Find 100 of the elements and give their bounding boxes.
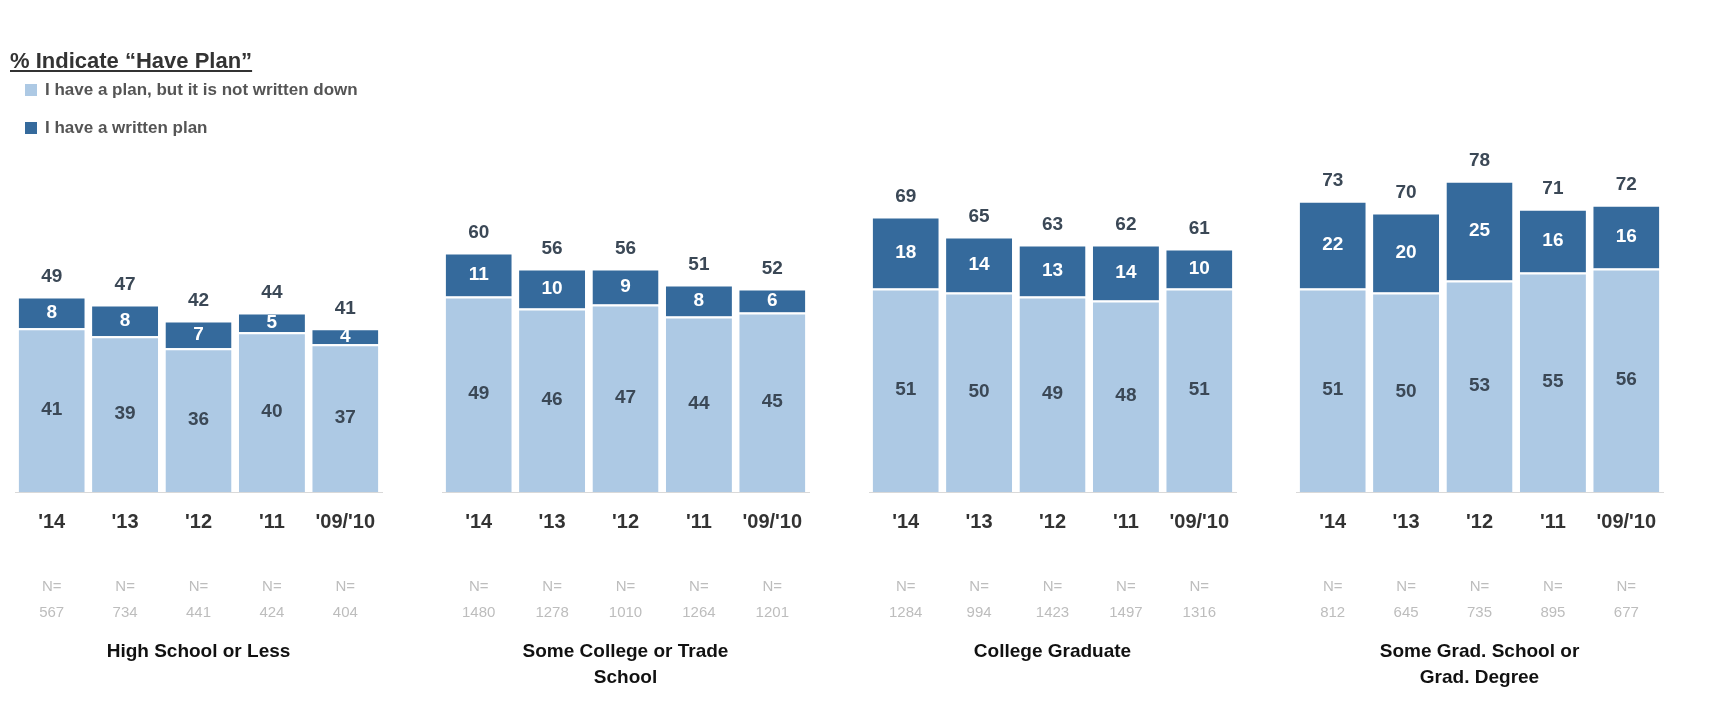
- data-label: 37: [334, 406, 356, 428]
- total-label: 63: [1041, 212, 1064, 234]
- total-label: 49: [41, 264, 63, 286]
- data-label: 36: [187, 408, 210, 430]
- total-label: 56: [541, 236, 563, 258]
- text: N= 734: [112, 577, 138, 621]
- text: N= 1264: [682, 577, 716, 621]
- data-label: 39: [114, 402, 136, 424]
- data-label: 46: [541, 388, 563, 410]
- legend-label: I have a plan, but it is not written down: [45, 79, 358, 99]
- total-label: 44: [261, 280, 283, 302]
- data-label: 50: [1395, 380, 1417, 402]
- total-label: 70: [1395, 180, 1417, 202]
- data-label: 44: [688, 392, 710, 414]
- data-label: 40: [261, 400, 283, 422]
- data-label: 10: [541, 276, 563, 298]
- data-label: 49: [1041, 382, 1064, 404]
- total-label: 42: [187, 288, 210, 310]
- x-tick-label: '12: [611, 509, 640, 532]
- x-tick-label: '11: [258, 509, 285, 532]
- text: N= 1316: [1182, 577, 1216, 621]
- data-label: 18: [895, 240, 917, 262]
- data-label: 50: [968, 380, 990, 402]
- x-tick-label: '13: [965, 509, 993, 532]
- x-tick-label: '12: [184, 509, 213, 532]
- text: N= 994: [966, 577, 992, 621]
- x-tick-label: '14: [465, 509, 494, 532]
- data-label: 14: [1115, 260, 1137, 282]
- text: N= 1010: [608, 577, 643, 621]
- x-tick-label: '11: [1539, 509, 1566, 532]
- data-label: 13: [1041, 258, 1064, 280]
- total-label: 71: [1542, 176, 1564, 198]
- data-label: 22: [1322, 232, 1344, 254]
- total-label: 61: [1188, 216, 1211, 238]
- x-axis-title: Some Grad. School or Grad. Degree: [1379, 640, 1580, 688]
- total-label: 72: [1615, 172, 1637, 194]
- total-label: 47: [114, 272, 136, 294]
- data-label: 49: [468, 382, 490, 404]
- data-label: 47: [614, 386, 637, 408]
- x-tick-label: '14: [892, 509, 921, 532]
- data-label: 7: [193, 322, 204, 344]
- data-label: 14: [968, 252, 991, 274]
- data-label: 11: [468, 262, 490, 284]
- text: N= 1278: [535, 577, 569, 621]
- data-label: 45: [761, 390, 784, 412]
- data-label: 10: [1188, 256, 1210, 278]
- text: N= 1423: [1035, 577, 1070, 621]
- total-label: 69: [895, 184, 917, 206]
- total-label: 51: [688, 252, 710, 274]
- data-label: 48: [1115, 384, 1137, 406]
- text: N= 1284: [889, 577, 923, 621]
- x-tick-label: '14: [1319, 509, 1348, 532]
- data-label: 8: [46, 300, 57, 322]
- text: N= 1497: [1109, 577, 1143, 621]
- data-label: 55: [1542, 370, 1564, 392]
- text: N= 404: [332, 577, 358, 621]
- text: N= 1201: [755, 577, 789, 621]
- x-axis-title: Some College or Trade School: [522, 640, 729, 688]
- text: N= 677: [1613, 577, 1639, 621]
- x-axis-title: High School or Less: [106, 640, 291, 662]
- chart-title: % Indicate “Have Plan”: [10, 48, 253, 74]
- data-label: 51: [895, 378, 917, 400]
- x-tick-label: '12: [1038, 509, 1067, 532]
- legend-label: I have a written plan: [45, 117, 208, 137]
- text: N= 812: [1320, 577, 1346, 621]
- x-tick-label: '12: [1465, 509, 1494, 532]
- text: N= 424: [259, 577, 285, 621]
- x-tick-label: '09/'10: [742, 509, 803, 532]
- text: N= 567: [39, 577, 65, 621]
- data-label: 6: [767, 288, 778, 310]
- x-tick-label: '14: [38, 509, 67, 532]
- data-label: 16: [1542, 228, 1564, 250]
- data-label: 9: [620, 274, 631, 296]
- total-label: 52: [761, 256, 783, 278]
- data-label: 16: [1615, 224, 1637, 246]
- x-tick-label: '09/'10: [1169, 509, 1230, 532]
- data-label: 41: [41, 398, 63, 420]
- total-label: 60: [468, 220, 490, 242]
- data-label: 56: [1615, 368, 1637, 390]
- text: N= 895: [1540, 577, 1566, 621]
- data-label: 53: [1468, 374, 1491, 396]
- total-label: 78: [1468, 148, 1491, 170]
- data-label: 8: [119, 308, 131, 330]
- text: N= 441: [185, 577, 212, 621]
- x-tick-label: '13: [1392, 509, 1420, 532]
- data-label: 8: [693, 288, 705, 310]
- data-label: 51: [1322, 378, 1344, 400]
- total-label: 65: [968, 204, 991, 226]
- data-label: 5: [266, 310, 278, 332]
- x-tick-label: '09/'10: [315, 509, 376, 532]
- x-tick-label: '13: [111, 509, 139, 532]
- total-label: 62: [1115, 212, 1137, 234]
- data-label: 51: [1188, 378, 1211, 400]
- x-tick-label: '13: [538, 509, 566, 532]
- text: N= 735: [1466, 577, 1493, 621]
- data-label: 20: [1395, 240, 1417, 262]
- data-label: 25: [1468, 218, 1491, 240]
- x-tick-label: '11: [685, 509, 712, 532]
- x-tick-label: '11: [1112, 509, 1139, 532]
- text: N= 645: [1393, 577, 1419, 621]
